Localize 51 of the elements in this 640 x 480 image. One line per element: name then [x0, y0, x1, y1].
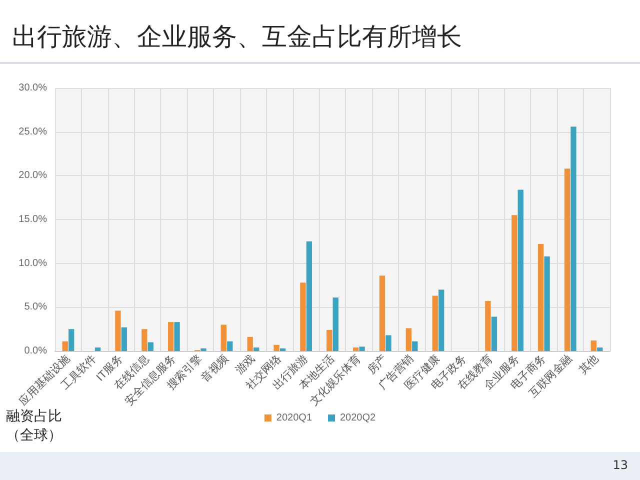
- bar: [570, 126, 576, 351]
- y-tick-label: 30.0%: [18, 82, 48, 94]
- bar: [247, 336, 253, 351]
- bar: [200, 348, 206, 351]
- bar: [512, 215, 518, 351]
- bar: [538, 244, 544, 351]
- bar: [564, 168, 570, 351]
- bar: [62, 341, 68, 351]
- bar: [94, 347, 101, 351]
- x-tick-label: 其他: [576, 352, 602, 377]
- y-tick-label: 15.0%: [18, 214, 48, 225]
- bar: [300, 282, 306, 351]
- y-tick-label: 20.0%: [18, 170, 48, 182]
- y-tick-label: 10.0%: [18, 258, 48, 269]
- bar: [142, 329, 148, 351]
- bar: [518, 190, 524, 351]
- bar: [274, 344, 280, 351]
- bar: [412, 341, 418, 351]
- bar: [174, 322, 180, 351]
- bar: [227, 341, 233, 351]
- bar: [352, 347, 359, 351]
- bar: [68, 329, 74, 351]
- bar: [432, 296, 438, 351]
- bar: [485, 301, 491, 351]
- legend-label: 2020Q2: [340, 412, 376, 424]
- bar: [121, 327, 128, 351]
- bar: [544, 256, 550, 351]
- bar: [253, 347, 260, 351]
- y-axis-title: 融资占比（全球）: [6, 408, 62, 442]
- bar: [379, 276, 386, 351]
- text: 13: [612, 458, 628, 472]
- bar: [406, 328, 412, 351]
- bar: [115, 310, 121, 351]
- bar: [326, 330, 332, 351]
- y-tick-label: 0.0%: [24, 346, 48, 356]
- bar: [220, 324, 227, 351]
- y-tick-label: 25.0%: [18, 126, 48, 138]
- y-tick-label: 5.0%: [24, 302, 48, 313]
- bar: [359, 346, 365, 351]
- bar: [168, 322, 174, 351]
- bar: [386, 335, 392, 351]
- bar: [306, 241, 312, 351]
- bar: [280, 348, 286, 351]
- bar: [590, 340, 597, 351]
- legend-label: 2020Q1: [276, 412, 312, 424]
- bar: [148, 342, 154, 351]
- bar: [491, 316, 498, 351]
- bar: [597, 347, 603, 351]
- bar: [438, 290, 444, 351]
- chart-title: 出行旅游、企业服务、互金占比有所增长: [12, 21, 462, 53]
- bar: [332, 298, 338, 351]
